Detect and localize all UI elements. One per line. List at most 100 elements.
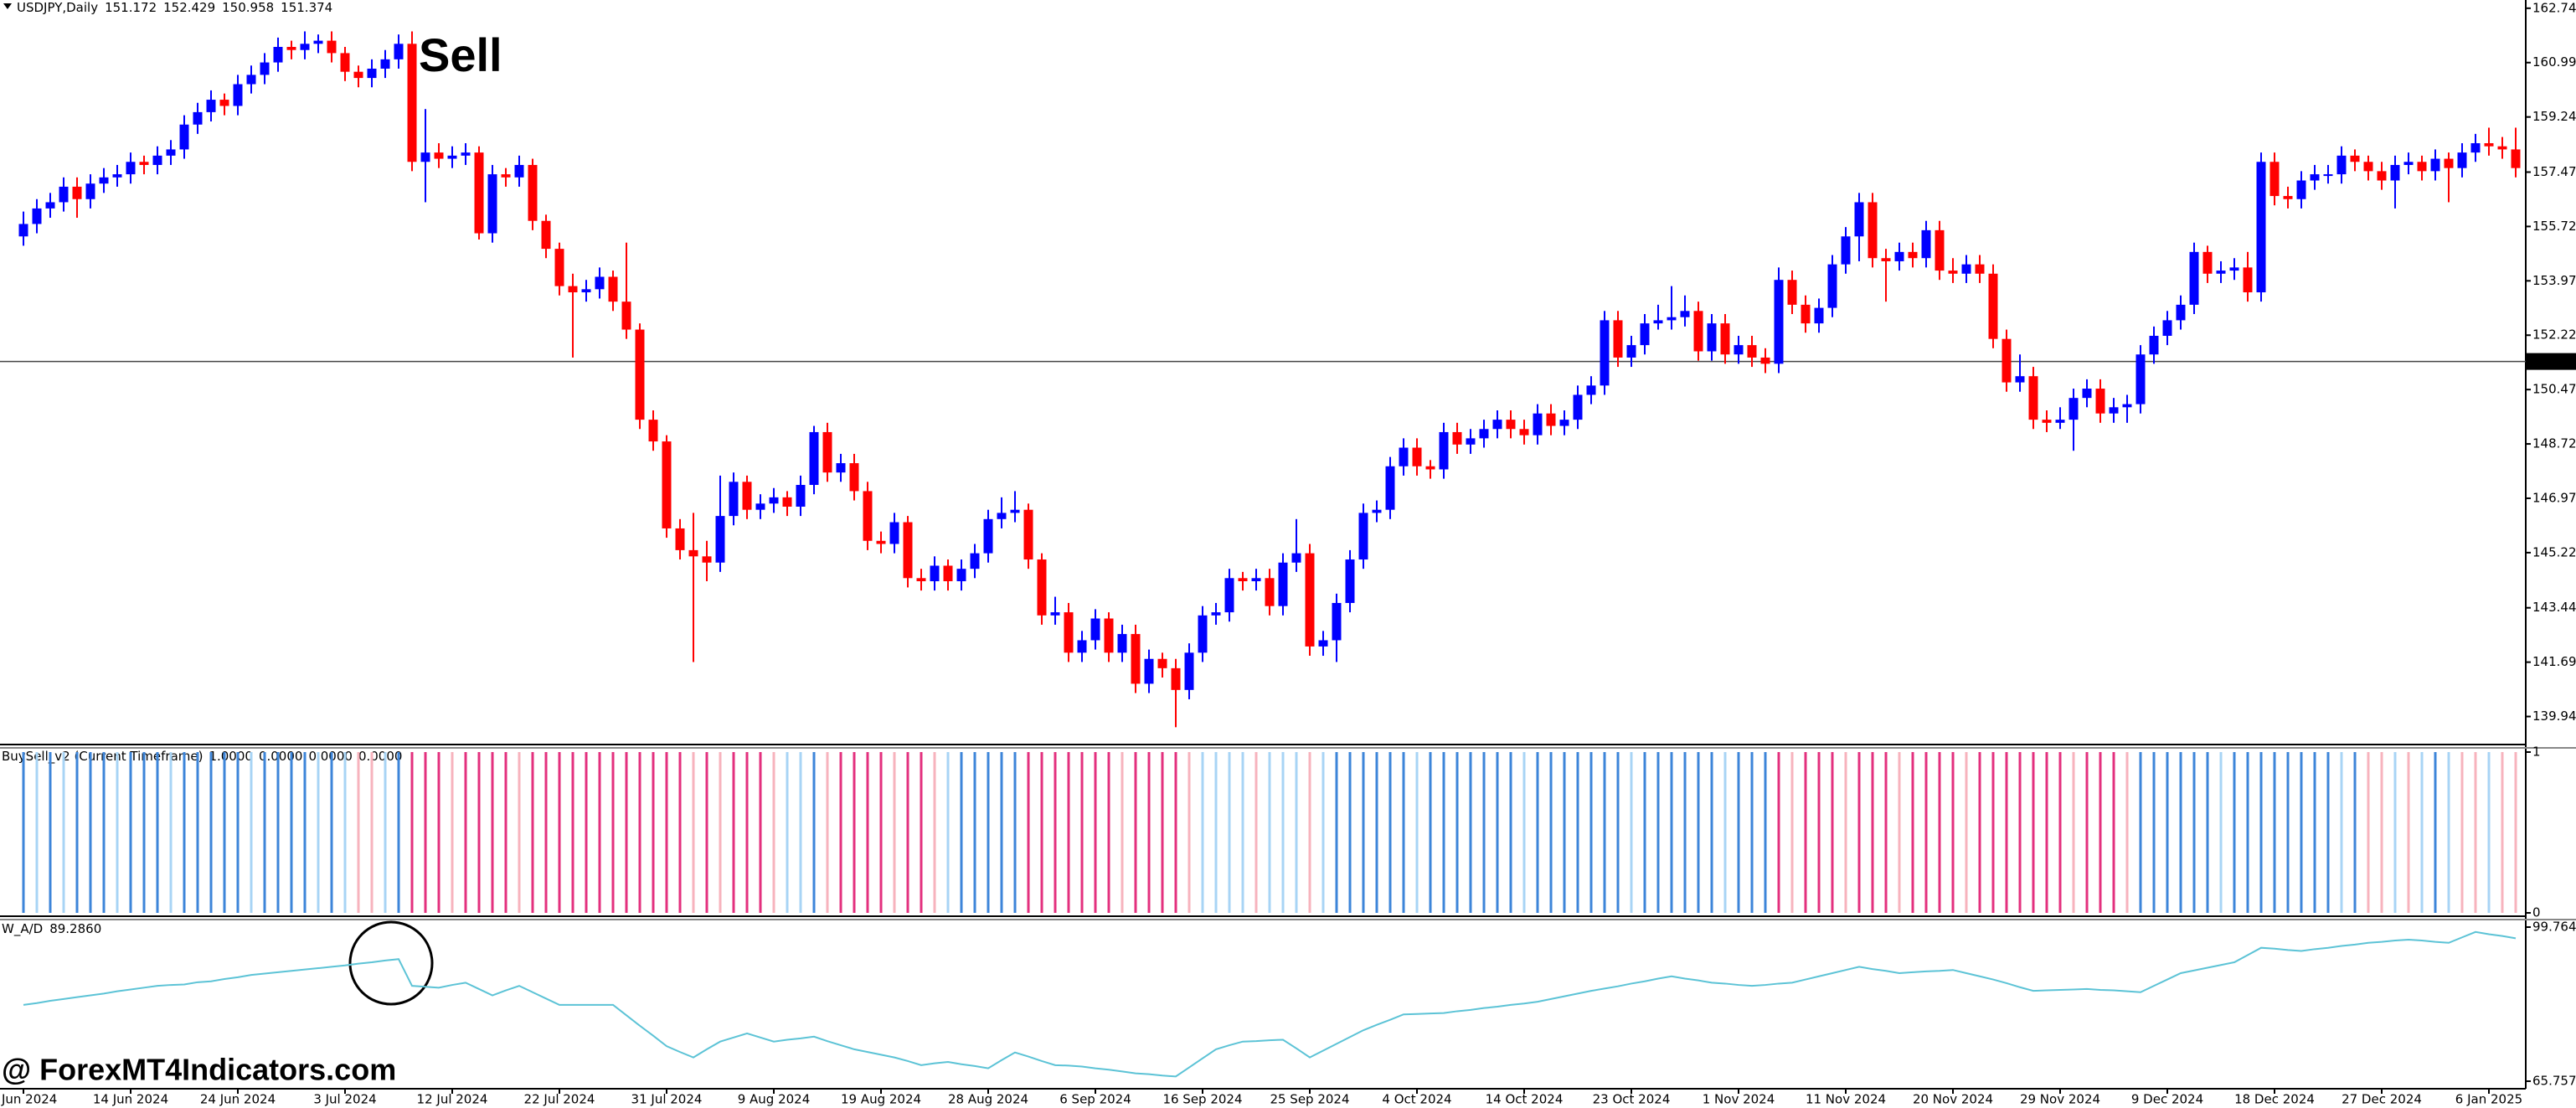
candle-body	[1439, 431, 1449, 470]
candle-body	[849, 463, 859, 492]
candle-body	[2363, 162, 2373, 172]
candle-body	[2470, 142, 2481, 153]
candle-body	[2055, 420, 2065, 423]
candle-body	[541, 220, 551, 250]
candle-body	[2430, 158, 2440, 172]
candle-body	[1345, 559, 1355, 603]
candle-body	[889, 522, 899, 544]
watermark: @ ForexMT4Indicators.com	[2, 1053, 396, 1087]
candle-body	[1278, 562, 1288, 606]
header-part: USDJPY,Daily	[17, 0, 98, 15]
indicator-header: BuySell_v2 (Current Timeframe) 1.0000 0.00…	[2, 749, 402, 765]
y-tick-label: 141.695	[2532, 654, 2576, 669]
candle-body	[1425, 466, 1435, 470]
candle-body	[621, 301, 631, 330]
y-tick-label: 1	[2532, 745, 2541, 760]
candle-body	[1640, 323, 1650, 346]
x-tick-label: 31 Jul 2024	[631, 1092, 703, 1107]
candle-body	[166, 149, 176, 156]
y-tick-label: 159.245	[2532, 109, 2576, 124]
x-tick-label: 29 Nov 2024	[2020, 1092, 2100, 1107]
candle-body	[434, 152, 444, 159]
candle-body	[608, 276, 618, 302]
candle-body	[2444, 158, 2454, 168]
x-tick-label: 1 Nov 2024	[1703, 1092, 1775, 1107]
candle-body	[1935, 229, 1945, 271]
candle-body	[903, 522, 913, 579]
y-tick-label: 148.720	[2532, 436, 2576, 451]
candle-body	[139, 162, 149, 165]
candle-body	[1023, 509, 1033, 560]
candle-body	[32, 208, 42, 224]
current-price-label: 151.374	[2529, 354, 2576, 369]
candle-body	[1372, 509, 1382, 513]
chart-header: USDJPY,Daily 151.172 152.429 150.958 151.374	[17, 0, 332, 15]
candle-body	[152, 155, 162, 165]
y-tick-label: 139.945	[2532, 709, 2576, 724]
x-tick-label: 18 Dec 2024	[2234, 1092, 2315, 1107]
y-tick-label: 153.970	[2532, 273, 2576, 288]
candle-body	[863, 491, 873, 541]
x-tick-label: 3 Jul 2024	[313, 1092, 376, 1107]
candle-body	[1546, 413, 1556, 426]
y-tick-label: 157.470	[2532, 164, 2576, 179]
candle-body	[2283, 196, 2293, 199]
candle-body	[1693, 311, 1703, 352]
candle-body	[997, 513, 1007, 519]
candle-body	[2122, 404, 2132, 408]
candle-body	[635, 329, 645, 420]
candle-body	[1037, 559, 1047, 616]
candle-body	[1211, 612, 1221, 616]
candle-body	[2310, 174, 2320, 181]
candle-body	[2403, 162, 2414, 165]
candle-body	[1600, 320, 1610, 386]
x-tick-label: 14 Jun 2024	[93, 1092, 168, 1107]
candle-body	[2457, 152, 2467, 168]
candle-body	[1868, 202, 1878, 259]
candle-body	[2136, 354, 2146, 405]
candle-body	[1975, 264, 1985, 274]
candle-body	[1573, 394, 1583, 420]
x-tick-label: 12 Jul 2024	[417, 1092, 488, 1107]
candle-body	[18, 224, 28, 237]
candle-body	[1117, 634, 1127, 653]
candle-body	[2497, 146, 2507, 150]
candle-body	[327, 40, 337, 54]
candle-body	[2243, 267, 2253, 293]
candle-body	[112, 174, 122, 178]
x-tick-label: 19 Aug 2024	[841, 1092, 921, 1107]
candle-body	[1787, 280, 1797, 305]
candle-body	[2149, 335, 2159, 355]
candle-body	[1747, 345, 1757, 358]
candle-body	[487, 174, 497, 234]
candle-body	[1881, 258, 1891, 261]
candle-body	[407, 44, 417, 162]
header-part: 150.958	[222, 0, 274, 15]
x-tick-label: 27 Dec 2024	[2342, 1092, 2422, 1107]
x-tick-label: 20 Nov 2024	[1913, 1092, 1993, 1107]
candle-body	[1412, 447, 1422, 466]
candle-body	[782, 497, 792, 507]
y-tick-label: 65.7572	[2532, 1074, 2576, 1089]
candle-body	[2002, 338, 2012, 383]
x-tick-label: 6 Sep 2024	[1059, 1092, 1131, 1107]
candle-body	[1077, 640, 1087, 653]
candle-body	[501, 174, 511, 178]
candle-body	[822, 431, 832, 473]
header-part: 0.0000	[358, 749, 403, 764]
candle-body	[1760, 357, 1770, 364]
header-part: BuySell_v2 (Current Timeframe)	[2, 749, 203, 765]
x-tick-label: 24 Jun 2024	[200, 1092, 276, 1107]
candle-body	[2269, 162, 2280, 197]
candle-body	[340, 53, 350, 72]
x-tick-label: 22 Jul 2024	[524, 1092, 595, 1107]
candle-body	[126, 162, 136, 175]
candle-body	[474, 152, 484, 234]
candle-body	[2015, 376, 2025, 383]
candle-body	[1707, 323, 1717, 352]
candle-body	[2511, 149, 2521, 168]
candle-body	[983, 518, 993, 554]
candle-body	[1894, 251, 1904, 261]
candle-body	[2202, 251, 2213, 274]
